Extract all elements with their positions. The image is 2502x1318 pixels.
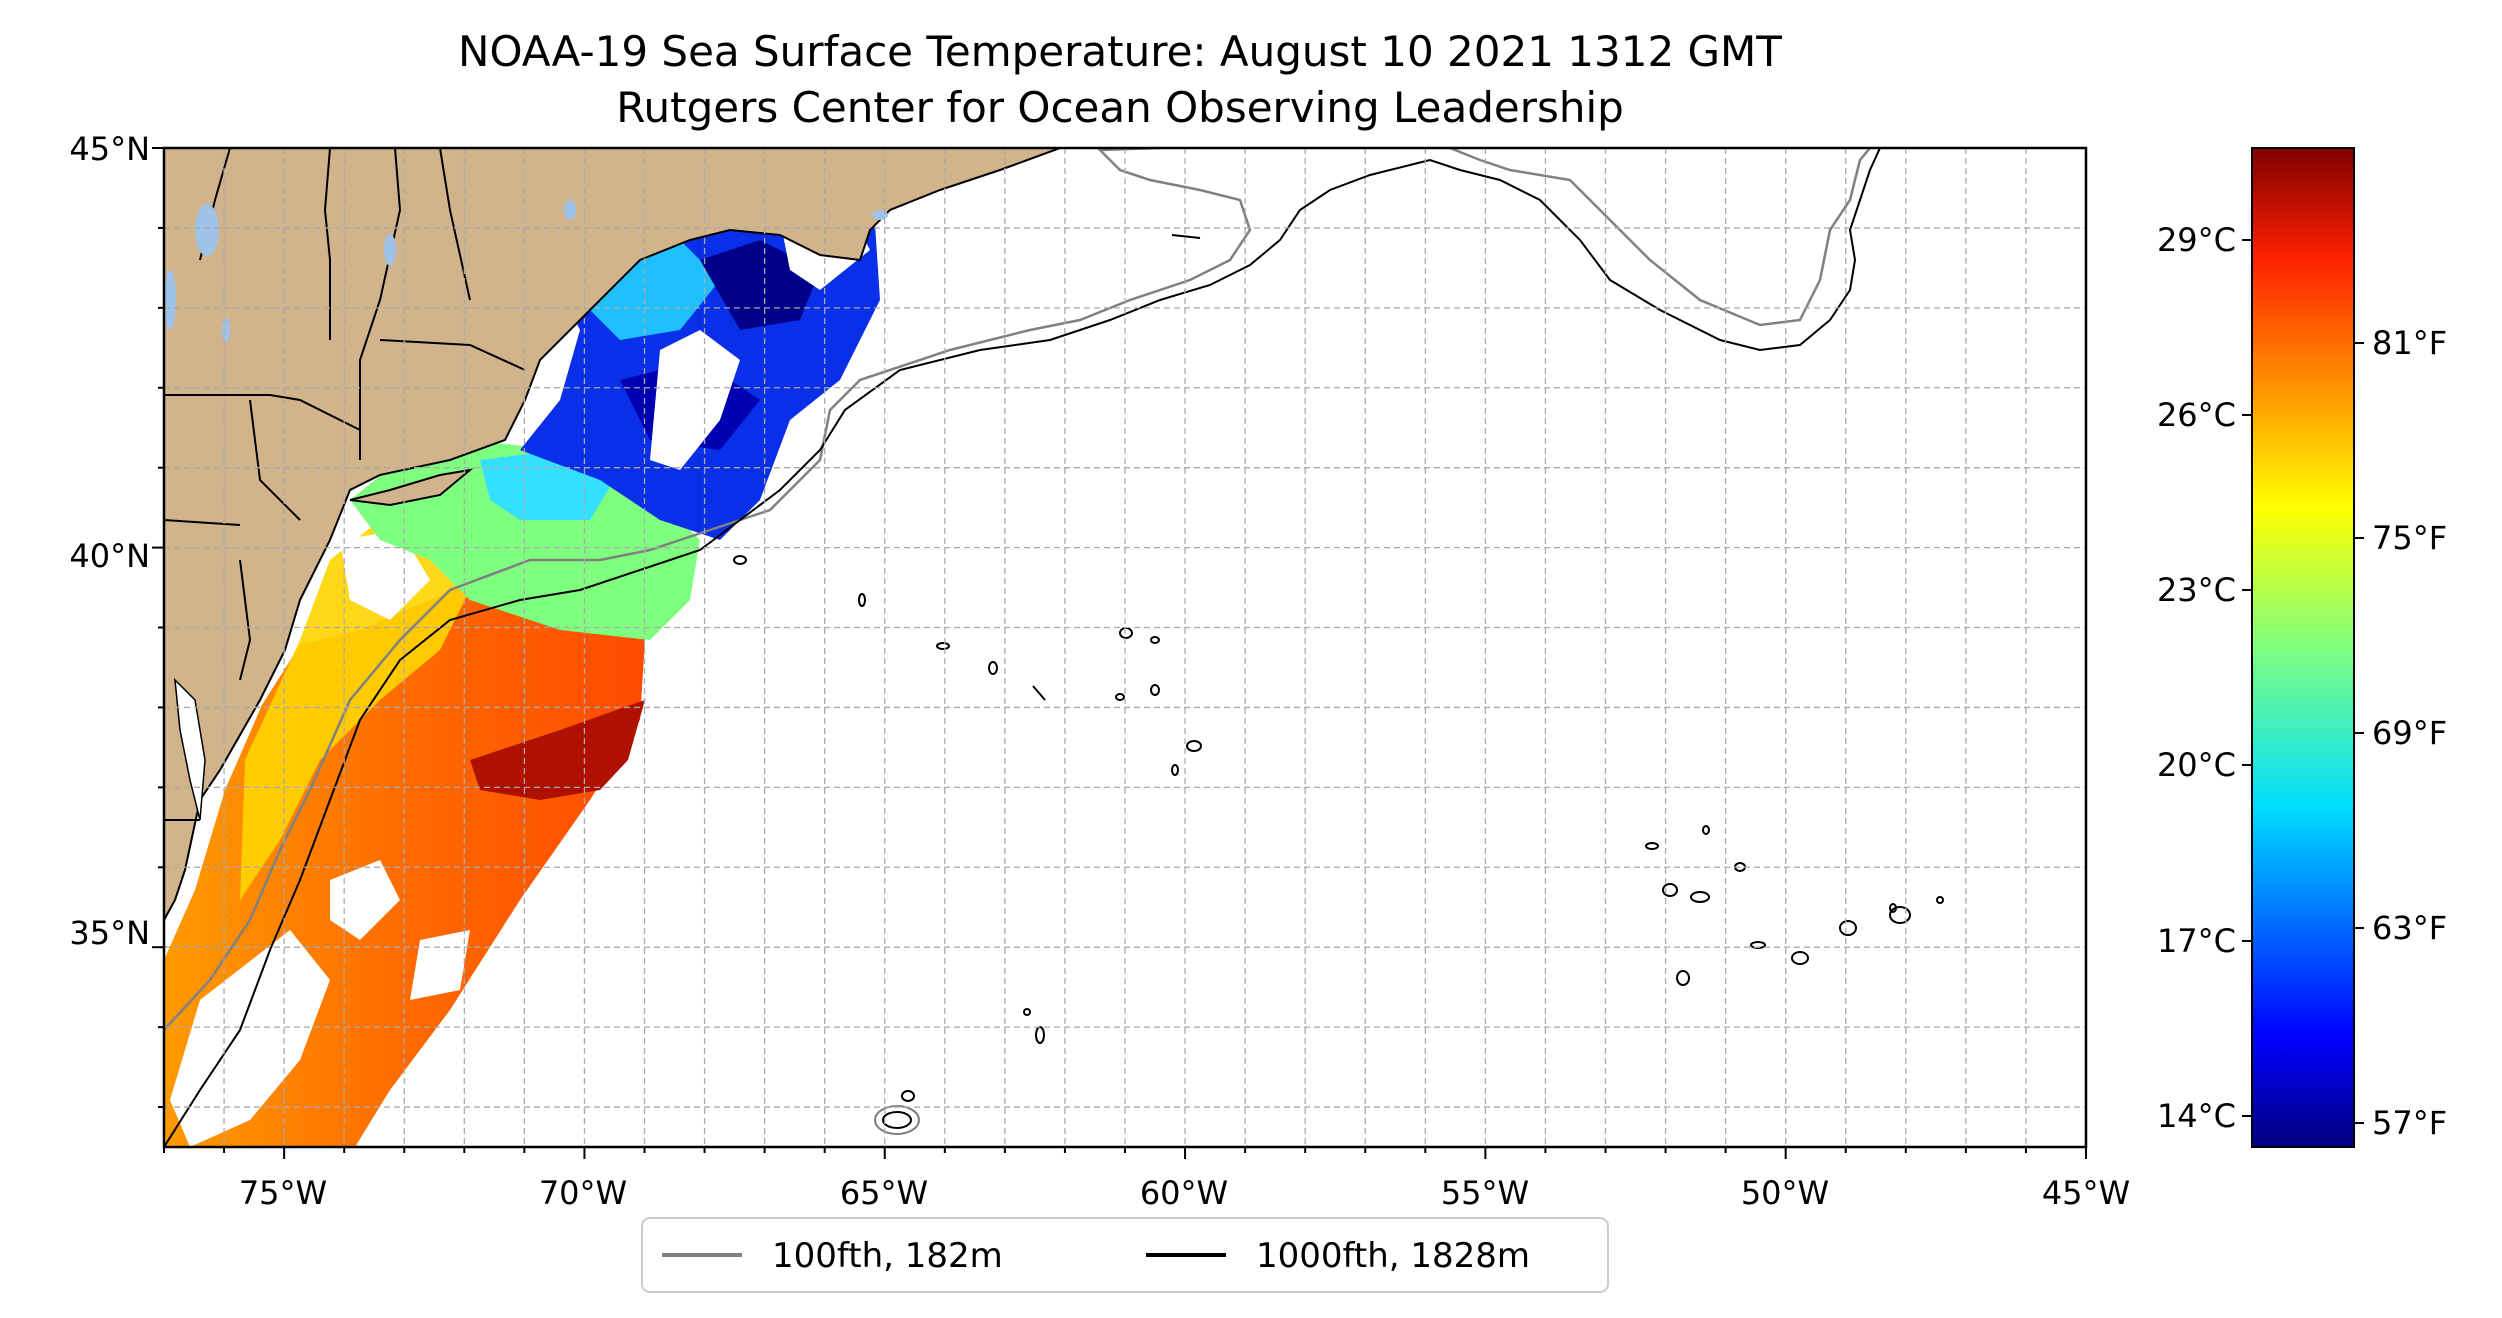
gridlines bbox=[164, 148, 2086, 1147]
colorbar-celsius-label: 26°C bbox=[2157, 396, 2236, 434]
colorbar-celsius-label: 23°C bbox=[2157, 571, 2236, 609]
lon-label: 50°W bbox=[1741, 1174, 1829, 1212]
lon-label: 45°W bbox=[2042, 1174, 2130, 1212]
lat-label: 40°N bbox=[69, 537, 150, 575]
colorbar-celsius-label: 20°C bbox=[2157, 746, 2236, 784]
title-line-2: Rutgers Center for Ocean Observing Leade… bbox=[616, 83, 1624, 132]
sst-warm-core bbox=[470, 700, 645, 800]
lat-label: 35°N bbox=[69, 914, 150, 952]
lon-label: 65°W bbox=[840, 1174, 928, 1212]
colorbar: 29°C 26°C 23°C 20°C 17°C 14°C 81°F 75°F … bbox=[2157, 147, 2447, 1148]
lakes bbox=[164, 200, 888, 342]
sst-coastal-warm-band bbox=[240, 520, 470, 900]
cloud-gap bbox=[340, 530, 430, 620]
cloud-gap bbox=[170, 930, 330, 1147]
map-panel bbox=[164, 148, 2086, 1147]
legend-label-100fth: 100fth, 182m bbox=[772, 1236, 1003, 1276]
colorbar-fahrenheit-label: 81°F bbox=[2372, 324, 2447, 362]
colorbar-gradient bbox=[2251, 147, 2355, 1148]
colorbar-fahrenheit-label: 57°F bbox=[2372, 1104, 2447, 1142]
colorbar-fahrenheit-label: 69°F bbox=[2372, 714, 2447, 752]
lon-label: 55°W bbox=[1441, 1174, 1529, 1212]
lon-label: 60°W bbox=[1140, 1174, 1228, 1212]
colorbar-fahrenheit-label: 63°F bbox=[2372, 909, 2447, 947]
cloud-gap bbox=[650, 330, 740, 470]
lon-label: 75°W bbox=[239, 1174, 327, 1212]
title-line-1: NOAA-19 Sea Surface Temperature: August … bbox=[458, 27, 1782, 76]
legend-box bbox=[641, 1217, 1609, 1293]
isobath-100fth bbox=[164, 148, 1871, 1031]
legend: 100fth, 182m 1000fth, 1828m bbox=[641, 1217, 1609, 1293]
colorbar-celsius-label: 29°C bbox=[2157, 221, 2236, 259]
cloud-gap bbox=[330, 860, 400, 940]
lon-label: 70°W bbox=[539, 1174, 627, 1212]
lat-label: 45°N bbox=[69, 130, 150, 168]
seamounts bbox=[733, 234, 1944, 1135]
legend-label-1000fth: 1000fth, 1828m bbox=[1256, 1236, 1530, 1276]
isobath-1000fth bbox=[164, 148, 1881, 1147]
colorbar-celsius-label: 14°C bbox=[2157, 1097, 2236, 1135]
colorbar-fahrenheit-label: 75°F bbox=[2372, 519, 2447, 557]
colorbar-celsius-label: 17°C bbox=[2157, 922, 2236, 960]
axis-ticks bbox=[152, 147, 2087, 1159]
long-island bbox=[349, 468, 474, 507]
